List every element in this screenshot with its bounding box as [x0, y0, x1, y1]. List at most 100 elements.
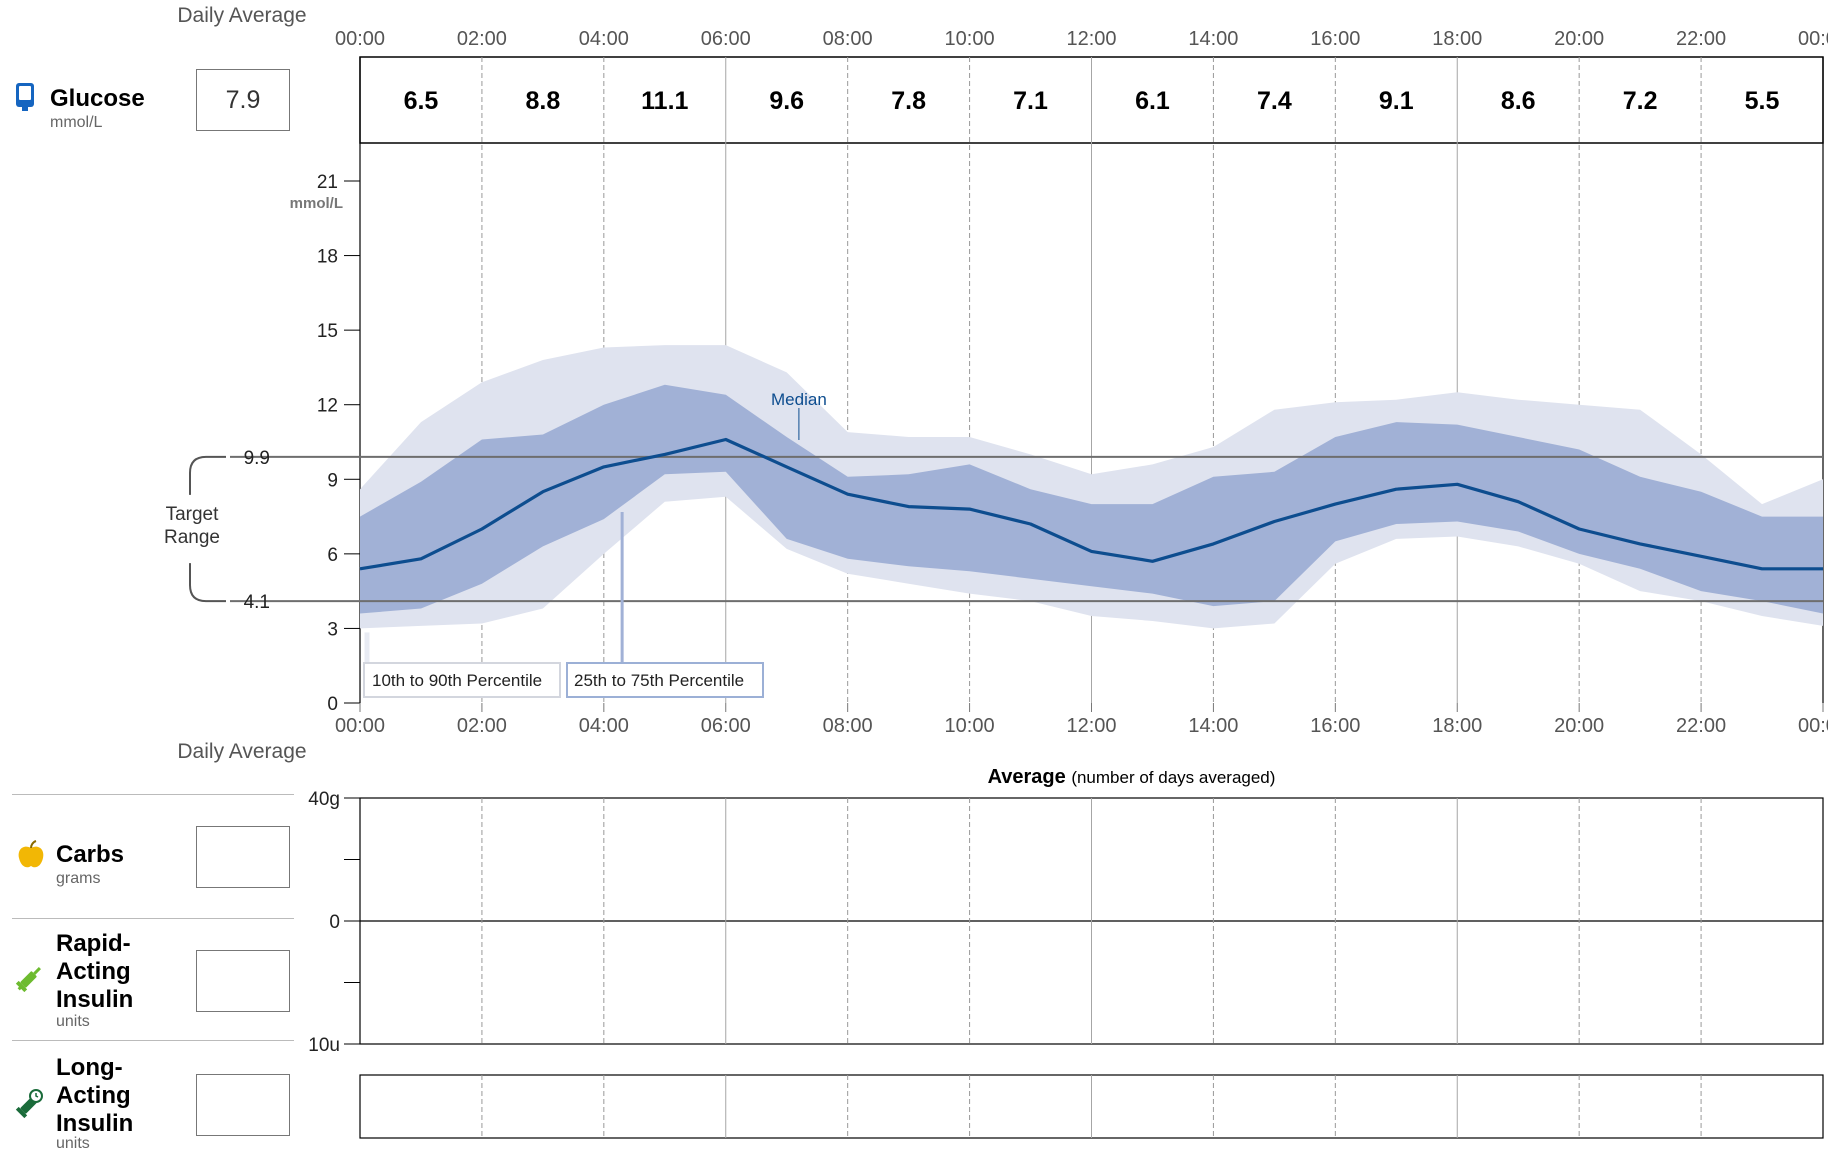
two-hour-average-value: 8.6: [1501, 87, 1536, 115]
median-annotation: Median: [771, 390, 827, 409]
median-line: [359, 437, 1823, 571]
top-time-label: 04:00: [579, 28, 629, 50]
rapid-insulin-title-line-1: Rapid-: [56, 930, 131, 957]
two-hour-average-value: 11.1: [641, 87, 688, 115]
long-insulin-title-line-2: Acting: [56, 1082, 131, 1109]
two-hour-average-value: 7.1: [1013, 87, 1048, 115]
top-time-axis: 00:00 02:00 04:00 06:00 08:00 10:00 12:00 14:00…: [335, 28, 1828, 50]
lower-scale-label: 40g: [308, 789, 340, 810]
rapid-insulin-title: Rapid- Acting Insulin: [56, 930, 133, 1014]
carbs-unit: grams: [56, 870, 101, 887]
bottom-time-label: 12:00: [1066, 715, 1116, 737]
bottom-time-label: 08:00: [823, 715, 873, 737]
top-time-label: 10:00: [945, 28, 995, 50]
target-lower-label: 4.1: [244, 592, 270, 613]
two-hour-average-value: 5.5: [1745, 87, 1780, 115]
top-time-label: 02:00: [457, 28, 507, 50]
bottom-time-label: 16:00: [1310, 715, 1360, 737]
carbs-title: Carbs: [56, 841, 125, 868]
rapid-insulin-title-line-2: Acting: [56, 958, 131, 985]
apple-icon: [16, 840, 46, 875]
two-hour-average-value: 6.5: [404, 87, 439, 115]
glucose-plot: 9.9 4.1 Median 0 3 6 9 12 15 18 21 mmol/L 10th to 90…: [189, 57, 1824, 715]
bottom-time-label: 18:00: [1432, 715, 1482, 737]
daily-average-header-lower: Daily Average: [172, 740, 312, 763]
legend-25-75-box: [566, 662, 764, 698]
glucose-daily-average-box: 7.9: [196, 69, 290, 131]
separator-mid: [12, 918, 294, 919]
bottom-time-label: 04:00: [579, 715, 629, 737]
glucose-icon: [14, 82, 36, 117]
bottom-time-label: 10:00: [945, 715, 995, 737]
y-tick-label: 6: [327, 545, 338, 566]
clock-syringe-icon: [14, 1088, 46, 1125]
long-insulin-daily-average-box: [196, 1074, 290, 1136]
bottom-time-label: 02:00: [457, 715, 507, 737]
y-tick-label: 0: [327, 694, 338, 715]
carbs-daily-average-box: [196, 826, 290, 888]
lower-scale-label: 10u: [308, 1035, 340, 1056]
rapid-insulin-daily-average-box: [196, 950, 290, 1012]
two-hour-average-value: 9.6: [769, 87, 804, 115]
long-insulin-unit: units: [56, 1135, 90, 1152]
legend-10-90-box: [363, 662, 561, 698]
average-subtitle: (number of days averaged): [1071, 768, 1275, 787]
y-tick-label: 18: [317, 247, 338, 268]
separator-low: [12, 1040, 294, 1041]
two-hour-average-value: 7.2: [1623, 87, 1658, 115]
y-tick-label: 3: [327, 619, 338, 640]
top-time-label: 00:00: [1798, 28, 1828, 50]
syringe-icon: [14, 962, 46, 999]
two-hour-average-value: 7.8: [891, 87, 926, 115]
y-tick-label: 15: [317, 321, 338, 342]
bottom-time-label: 22:00: [1676, 715, 1726, 737]
top-time-label: 14:00: [1188, 28, 1238, 50]
lower-panels: Average (number of days averaged) 40g 0 10u: [308, 766, 1824, 1139]
daily-average-header: Daily Average: [172, 4, 312, 27]
daily-average-header-lower-text: Daily Average: [177, 740, 307, 763]
rapid-insulin-title-line-3: Insulin: [56, 986, 134, 1013]
daily-average-header-text: Daily Average: [177, 4, 307, 27]
y-tick-label: 9: [327, 470, 338, 491]
two-hour-average-value: 7.4: [1257, 87, 1292, 115]
rapid-insulin-unit: units: [56, 1013, 90, 1030]
y-tick-label: 21: [317, 172, 338, 193]
top-time-label: 00:00: [335, 28, 385, 50]
two-hour-average-value: 9.1: [1379, 87, 1414, 115]
two-hour-average-value: 6.1: [1135, 87, 1170, 115]
two-hour-average-value: 8.8: [525, 87, 560, 115]
glucose-daily-average-value: 7.9: [225, 85, 261, 114]
legend-25-75-label: 25th to 75th Percentile: [574, 671, 744, 690]
top-time-label: 08:00: [823, 28, 873, 50]
target-bracket-top: [189, 455, 226, 495]
target-range-label: Target Range: [150, 503, 234, 549]
top-time-label: 16:00: [1310, 28, 1360, 50]
top-time-label: 12:00: [1066, 28, 1116, 50]
long-insulin-title: Long- Acting Insulin: [56, 1054, 133, 1138]
long-insulin-title-line-3: Insulin: [56, 1110, 134, 1137]
bottom-time-label: 14:00: [1188, 715, 1238, 737]
bottom-time-label: 06:00: [701, 715, 751, 737]
bottom-time-label: 00:00: [335, 715, 385, 737]
band-25-75-percentile: [360, 384, 1823, 614]
average-title: Average (number of days averaged): [988, 766, 1276, 788]
bottom-time-label: 00:00: [1798, 715, 1828, 737]
glucose-unit: mmol/L: [50, 114, 103, 131]
top-time-label: 06:00: [701, 28, 751, 50]
target-bracket-bottom: [189, 563, 226, 603]
glucose-title: Glucose: [50, 85, 145, 112]
top-time-label: 18:00: [1432, 28, 1482, 50]
target-range-label-text: Target Range: [164, 504, 220, 548]
y-tick-label: 12: [317, 396, 338, 417]
top-time-label: 20:00: [1554, 28, 1604, 50]
legend-10-90-label: 10th to 90th Percentile: [372, 671, 542, 690]
long-insulin-title-line-1: Long-: [56, 1054, 123, 1081]
y-axis-unit: mmol/L: [290, 195, 343, 212]
separator-top: [12, 794, 294, 795]
bottom-time-axis: 00:00 02:00 04:00 06:00 08:00 10:00 12:00 14:00…: [335, 703, 1828, 737]
target-upper-label: 9.9: [244, 448, 270, 469]
bottom-time-label: 20:00: [1554, 715, 1604, 737]
top-time-label: 22:00: [1676, 28, 1726, 50]
average-title-bold: Average: [988, 766, 1072, 788]
